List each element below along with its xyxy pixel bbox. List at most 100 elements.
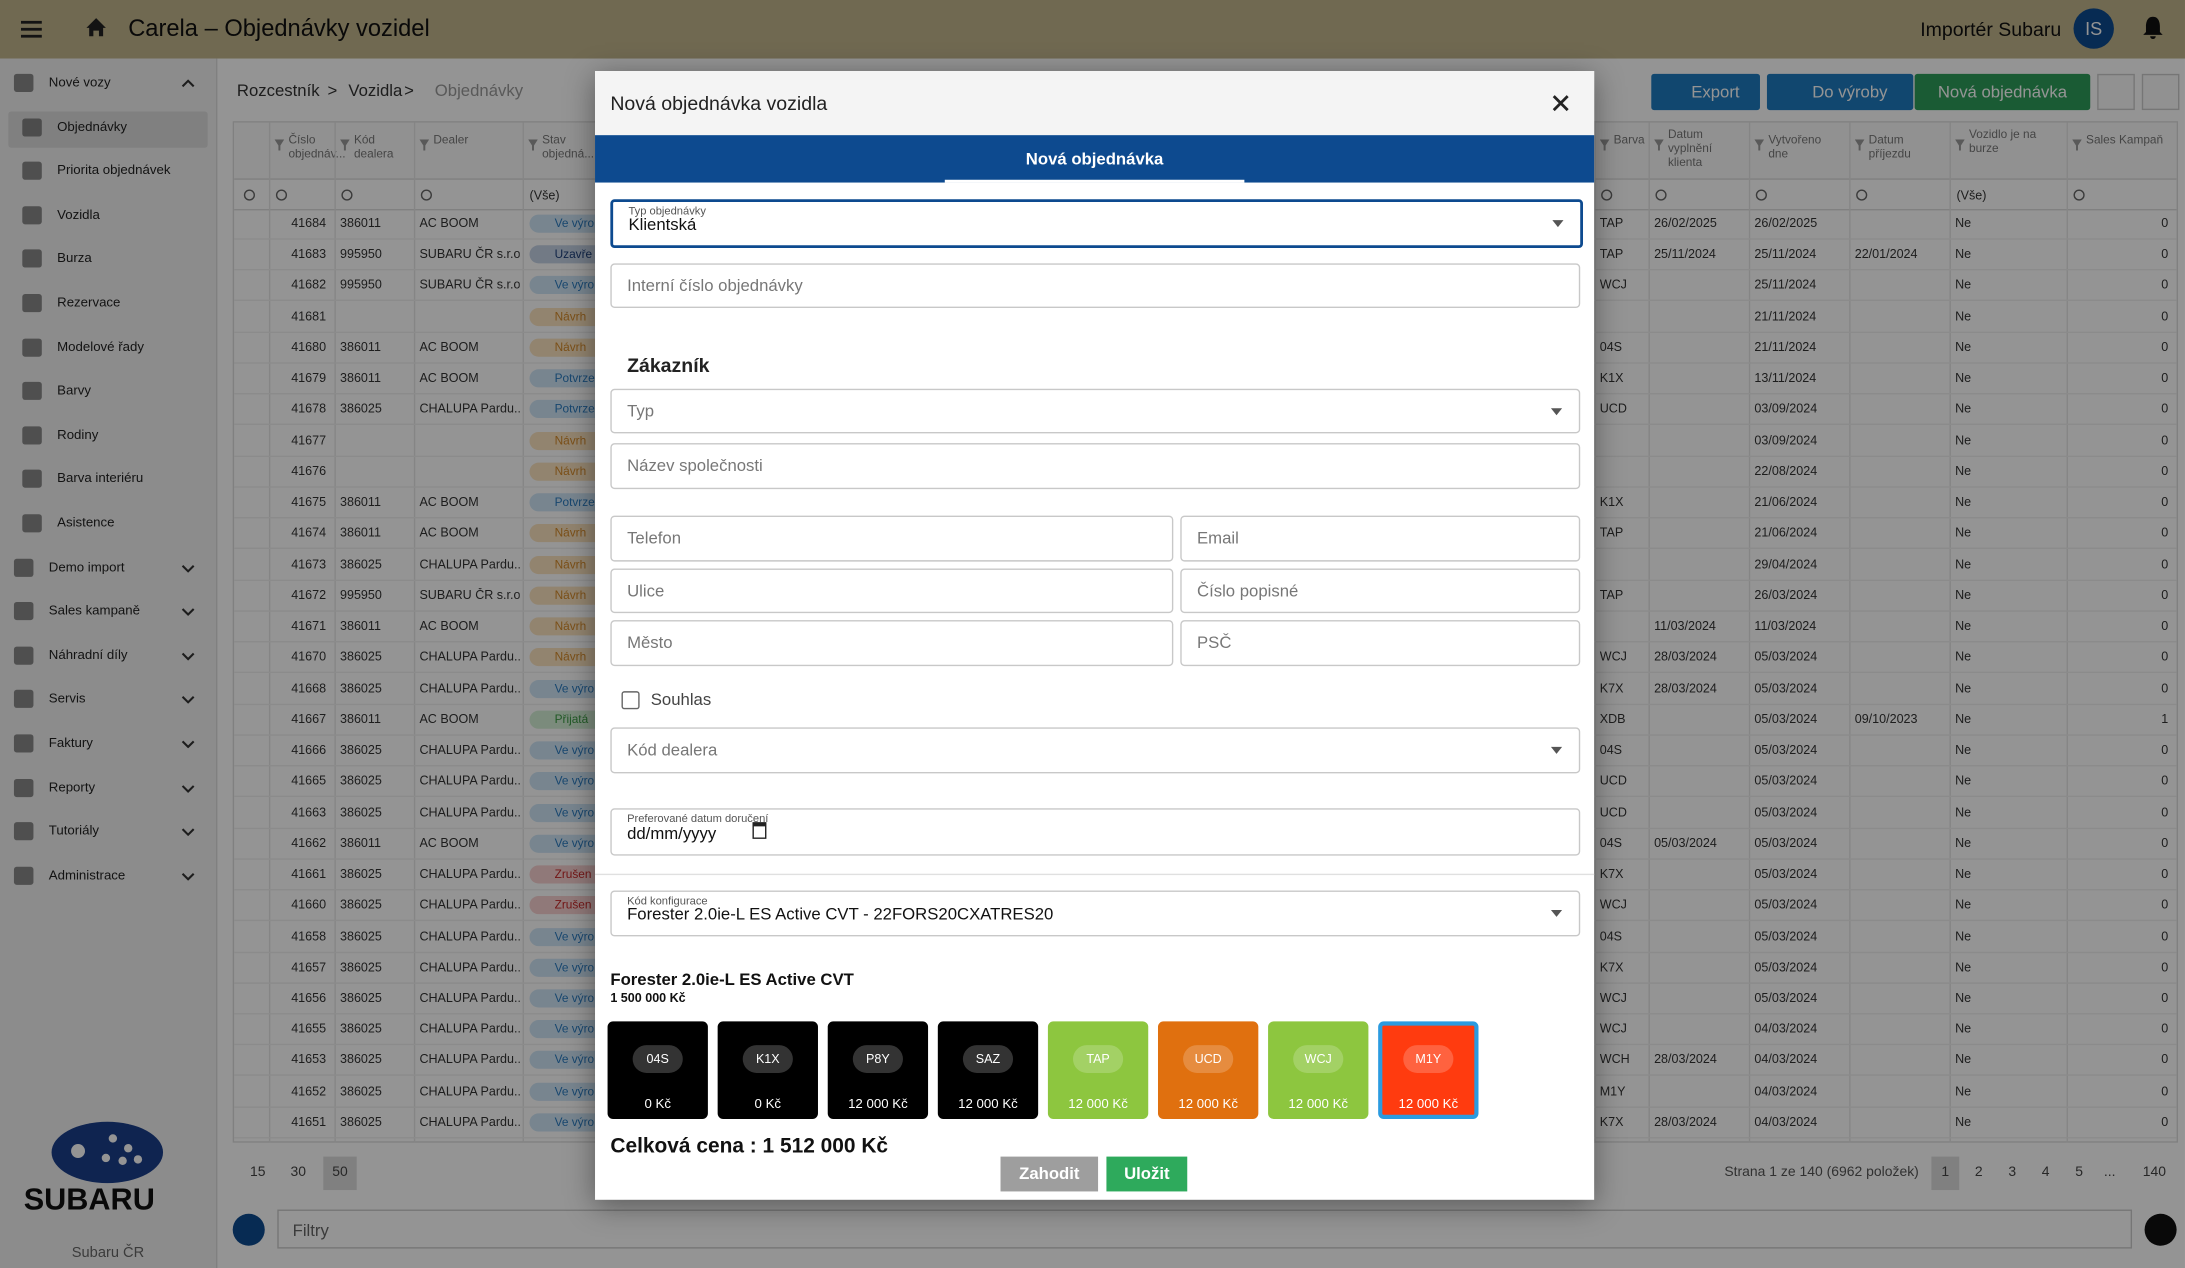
page-size[interactable]: 50	[323, 1156, 357, 1191]
menu-item[interactable]: Reporty	[48, 779, 96, 796]
search-icon[interactable]	[243, 189, 256, 201]
column-header[interactable]: Datum vyplnění klienta	[1668, 126, 1713, 169]
menu-item[interactable]: Faktury	[48, 735, 93, 752]
search-icon[interactable]	[1755, 189, 1767, 201]
dealer-code-select[interactable]: Kód dealera	[610, 727, 1581, 774]
house-number-input[interactable]: Číslo popisné	[1180, 568, 1581, 614]
chevron-icon[interactable]	[181, 784, 195, 793]
page-button[interactable]: 140	[2142, 1164, 2166, 1181]
menu-item[interactable]: Asistence	[57, 515, 115, 531]
config-select[interactable]: Kód konfigurace Forester 2.0ie-L ES Activ…	[610, 890, 1581, 937]
bell-icon[interactable]	[2140, 15, 2165, 41]
chevron-icon[interactable]	[181, 79, 195, 88]
internal-number-input[interactable]: Interní číslo objednávky	[610, 263, 1581, 308]
calendar-icon[interactable]	[752, 822, 767, 839]
breadcrumb-item[interactable]: Rozcestník	[236, 80, 320, 101]
close-button[interactable]	[1552, 95, 1569, 112]
menu-item[interactable]: Nové vozy	[48, 75, 111, 91]
menu-item[interactable]: Sales kampaně	[48, 603, 141, 619]
save-button[interactable]: Uložit	[1106, 1156, 1188, 1192]
column-header[interactable]: Stav objedná...	[542, 132, 595, 161]
page-button[interactable]: 4	[2041, 1164, 2050, 1181]
chevron-icon[interactable]	[181, 872, 195, 881]
page-button[interactable]: 2	[1974, 1164, 1983, 1181]
color-tile[interactable]: TAP 12 000 Kč	[1047, 1021, 1149, 1119]
filter-icon[interactable]	[419, 139, 430, 151]
menu-item[interactable]: Náhradní díly	[48, 647, 128, 664]
search-icon[interactable]	[341, 189, 353, 201]
color-tile[interactable]: WCJ 12 000 Kč	[1268, 1021, 1369, 1119]
column-header[interactable]: Dealer	[433, 132, 469, 147]
menu-item[interactable]: Barva interiéru	[57, 471, 144, 487]
chevron-icon[interactable]	[181, 828, 195, 837]
search-icon[interactable]	[275, 189, 288, 201]
page-button[interactable]: ...	[2103, 1164, 2116, 1181]
dropdown-caret[interactable]	[1550, 909, 1563, 917]
menu-item[interactable]: Barvy	[57, 383, 91, 399]
phone-input[interactable]: Telefon	[610, 515, 1174, 562]
checkbox-label[interactable]: Souhlas	[650, 689, 712, 710]
city-input[interactable]: Město	[610, 620, 1174, 667]
page-button[interactable]: 1	[1931, 1156, 1960, 1191]
toolbar-button[interactable]: Export	[1651, 73, 1760, 111]
column-header[interactable]: Datum příjezdu	[1868, 132, 1911, 161]
filter-select[interactable]: (Vše)	[1956, 188, 1987, 203]
page-size[interactable]: 15	[250, 1164, 266, 1181]
search-icon[interactable]	[1856, 189, 1868, 201]
avatar[interactable]: IS	[2073, 8, 2114, 49]
menu-icon[interactable]	[20, 20, 43, 40]
checkbox[interactable]	[621, 691, 640, 710]
layout-button[interactable]	[2141, 73, 2180, 111]
color-tile[interactable]: SAZ 12 000 Kč	[937, 1021, 1039, 1119]
email-input[interactable]: Email	[1180, 515, 1581, 562]
search-icon[interactable]	[420, 189, 432, 201]
order-type-select[interactable]: Typ objednávky Klientská	[610, 199, 1584, 249]
filter-icon[interactable]	[528, 139, 538, 151]
filter-icon[interactable]	[2072, 139, 2082, 151]
home-icon[interactable]	[85, 17, 107, 38]
discard-button[interactable]: Zahodit	[1000, 1156, 1099, 1192]
tab[interactable]: Nová objednávka	[944, 135, 1245, 183]
menu-item[interactable]: Modelové řady	[57, 339, 144, 355]
column-header[interactable]: Barva	[1613, 132, 1645, 147]
filter-icon[interactable]	[1854, 139, 1865, 151]
filter-icon[interactable]	[1654, 139, 1664, 151]
search-icon[interactable]	[2073, 189, 2085, 201]
zip-input[interactable]: PSČ	[1180, 620, 1581, 667]
dropdown-caret[interactable]	[1550, 408, 1563, 416]
user-name[interactable]: Importér Subaru	[1920, 18, 2062, 41]
filter-icon[interactable]	[1754, 139, 1765, 151]
street-input[interactable]: Ulice	[610, 568, 1174, 614]
menu-item[interactable]: Tutoriály	[48, 823, 100, 840]
filter-select[interactable]: (Vše)	[529, 188, 560, 203]
toolbar-button[interactable]: Nová objednávka	[1914, 73, 2091, 111]
filter-icon[interactable]	[1599, 139, 1610, 151]
page-button[interactable]: 3	[2008, 1164, 2017, 1181]
refresh-button[interactable]	[2097, 73, 2135, 111]
color-tile[interactable]: K1X 0 Kč	[717, 1021, 818, 1119]
page-size[interactable]: 30	[290, 1164, 306, 1181]
menu-item[interactable]: Objednávky	[57, 119, 128, 135]
clear-filter-icon[interactable]	[2144, 1213, 2177, 1246]
menu-item[interactable]: Priorita objednávek	[57, 163, 171, 179]
filter-bar-icon[interactable]	[232, 1213, 265, 1246]
column-header[interactable]: Sales Kampaň	[2086, 132, 2164, 147]
filter-icon[interactable]	[1955, 139, 1965, 151]
chevron-icon[interactable]	[181, 608, 195, 617]
filter-icon[interactable]	[274, 139, 285, 151]
dropdown-caret[interactable]	[1550, 746, 1563, 754]
toolbar-button[interactable]: Do výroby	[1766, 73, 1914, 111]
filter-bar[interactable]	[277, 1209, 2133, 1249]
column-header[interactable]: Kód dealera	[353, 132, 394, 161]
column-header[interactable]: Vozidlo je na burze	[1969, 126, 2037, 155]
menu-item[interactable]: Demo import	[48, 559, 125, 575]
menu-item[interactable]: Servis	[48, 691, 86, 708]
customer-type-select[interactable]: Typ	[610, 388, 1581, 434]
chevron-icon[interactable]	[181, 696, 195, 705]
chevron-icon[interactable]	[181, 564, 195, 573]
search-icon[interactable]	[1655, 189, 1667, 201]
chevron-icon[interactable]	[181, 740, 195, 749]
breadcrumb-item[interactable]: Vozidla	[348, 80, 403, 101]
color-tile[interactable]: UCD 12 000 Kč	[1157, 1021, 1259, 1119]
search-icon[interactable]	[1601, 189, 1613, 201]
